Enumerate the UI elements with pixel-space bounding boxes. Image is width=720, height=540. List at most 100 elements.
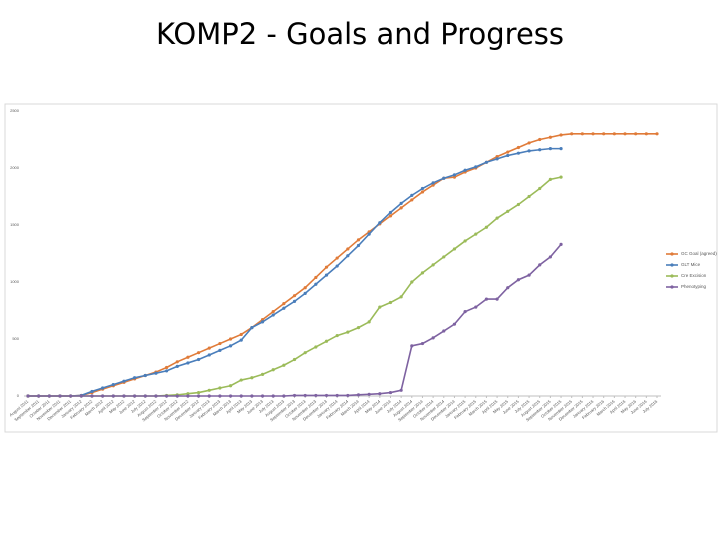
- data-point: [196, 357, 201, 362]
- data-point: [250, 394, 254, 398]
- data-point: [346, 247, 350, 251]
- data-point: [335, 333, 339, 338]
- data-point: [516, 145, 521, 150]
- data-point: [228, 344, 233, 348]
- y-tick-label: 1500: [10, 222, 20, 227]
- data-point: [239, 394, 243, 398]
- data-point: [335, 264, 339, 268]
- data-point: [143, 394, 147, 398]
- data-point: [186, 394, 190, 398]
- data-point: [548, 147, 552, 151]
- data-point: [527, 149, 531, 153]
- data-point: [90, 389, 94, 394]
- data-point: [516, 202, 521, 207]
- data-point: [559, 133, 563, 137]
- data-point: [271, 368, 275, 372]
- data-point: [207, 346, 211, 350]
- data-point: [506, 150, 510, 154]
- data-point: [495, 216, 499, 220]
- data-point: [218, 341, 222, 346]
- data-point: [122, 379, 126, 383]
- data-point: [260, 394, 265, 398]
- data-point: [271, 313, 275, 317]
- data-point: [474, 165, 478, 169]
- data-point: [207, 388, 211, 392]
- y-tick-label: 2500: [10, 108, 20, 113]
- data-point: [452, 175, 457, 179]
- data-point: [367, 320, 371, 324]
- data-point: [474, 305, 478, 309]
- data-point: [346, 330, 350, 334]
- data-point: [58, 394, 62, 398]
- data-point: [271, 310, 275, 314]
- data-point: [388, 390, 393, 395]
- data-point: [303, 393, 307, 398]
- data-point: [175, 394, 179, 398]
- data-point: [538, 148, 542, 152]
- data-point: [303, 286, 307, 290]
- data-point: [580, 132, 584, 136]
- data-point: [314, 275, 318, 280]
- data-point: [303, 351, 307, 355]
- chart-frame: [4, 103, 718, 433]
- data-point: [431, 181, 435, 185]
- data-point: [399, 201, 403, 205]
- data-point: [292, 299, 297, 303]
- data-point: [367, 392, 371, 396]
- y-tick-label: 1000: [10, 279, 20, 284]
- data-point: [527, 141, 531, 145]
- data-point: [154, 394, 158, 398]
- data-point: [324, 339, 329, 343]
- data-point: [111, 383, 115, 387]
- data-point: [431, 336, 435, 340]
- data-point: [196, 390, 201, 395]
- data-point: [228, 394, 233, 398]
- data-point: [442, 329, 446, 333]
- data-point: [282, 306, 286, 310]
- data-point: [591, 132, 595, 136]
- data-point: [548, 135, 552, 139]
- data-point: [442, 176, 446, 180]
- data-point: [431, 263, 435, 267]
- data-point: [484, 297, 489, 301]
- data-point: [410, 280, 414, 284]
- data-point: [527, 194, 531, 199]
- data-point: [570, 132, 574, 136]
- data-point: [559, 242, 563, 246]
- data-point: [271, 394, 275, 398]
- data-point: [47, 394, 51, 398]
- data-point: [164, 369, 169, 373]
- data-point: [378, 221, 382, 225]
- data-point: [655, 132, 659, 136]
- data-point: [303, 291, 307, 295]
- data-point: [388, 300, 393, 305]
- data-point: [356, 243, 361, 248]
- data-point: [218, 394, 222, 398]
- data-point: [260, 320, 265, 324]
- data-point: [228, 384, 233, 388]
- data-point: [452, 173, 457, 177]
- data-point: [538, 137, 542, 142]
- legend-label: GLT Mice: [681, 262, 701, 267]
- data-point: [122, 394, 126, 398]
- slide-title: KOMP2 - Goals and Progress: [156, 17, 564, 51]
- data-point: [164, 365, 169, 370]
- legend-marker: [670, 252, 674, 256]
- data-point: [239, 378, 243, 382]
- data-point: [495, 155, 499, 159]
- data-point: [37, 394, 41, 398]
- data-point: [538, 186, 542, 191]
- data-point: [69, 394, 73, 398]
- data-point: [356, 393, 361, 397]
- data-point: [90, 394, 94, 398]
- data-point: [186, 361, 190, 365]
- data-point: [218, 386, 222, 390]
- data-point: [612, 132, 616, 136]
- data-point: [282, 302, 286, 306]
- data-point: [314, 282, 318, 286]
- data-point: [196, 394, 201, 398]
- data-point: [186, 392, 190, 396]
- legend-label: Phenotyping: [681, 284, 707, 289]
- data-point: [314, 393, 318, 398]
